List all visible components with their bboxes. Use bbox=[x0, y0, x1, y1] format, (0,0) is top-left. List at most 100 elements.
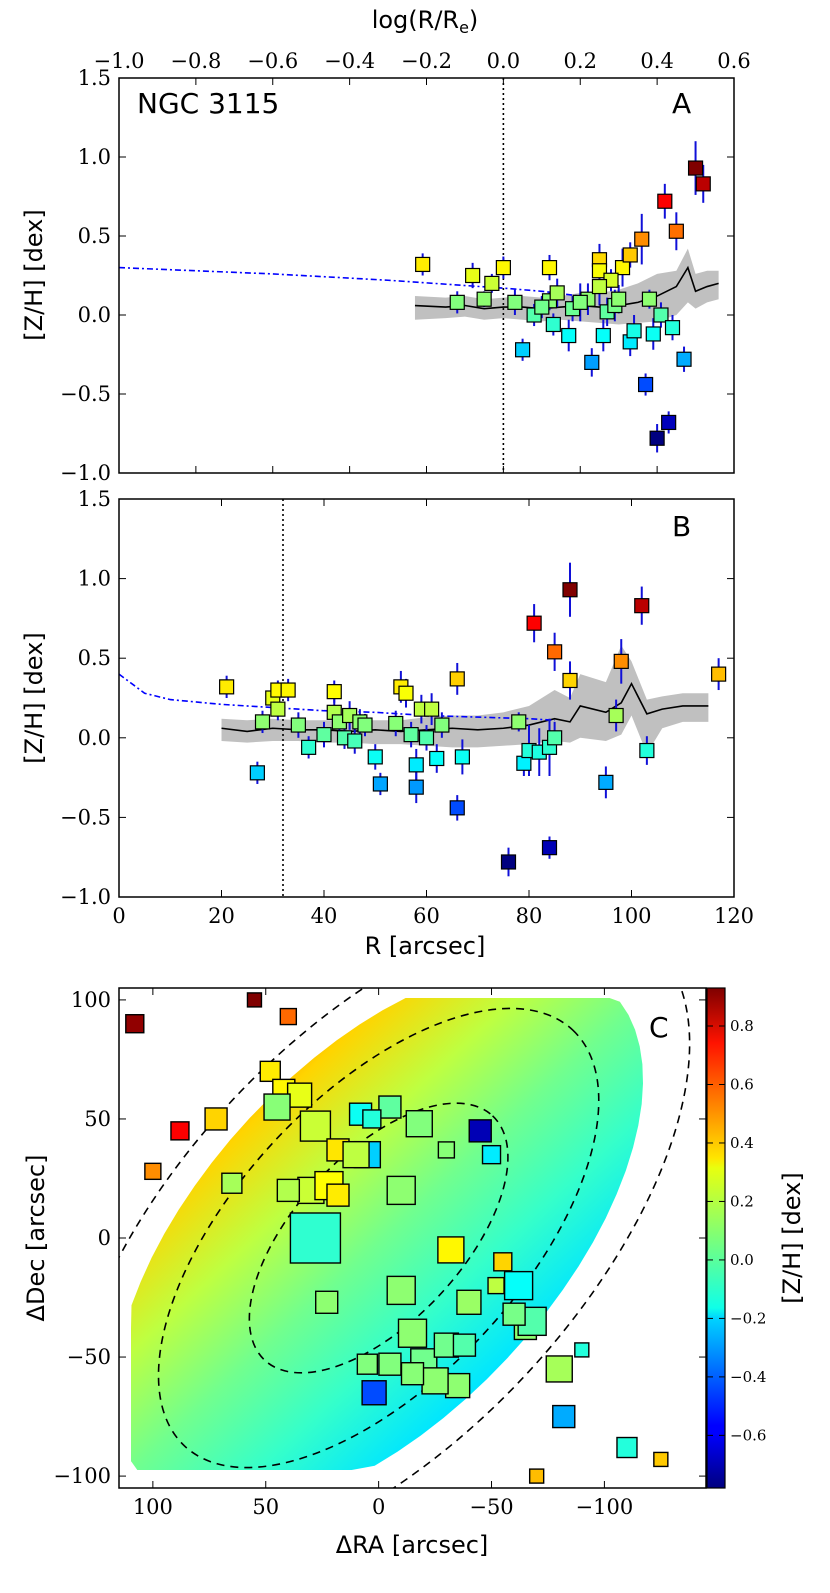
panel-c-data-square bbox=[502, 1302, 526, 1326]
b-data-point bbox=[290, 717, 306, 733]
b-data-point bbox=[408, 757, 424, 773]
panel-c-metallicity-map bbox=[131, 998, 643, 1470]
b-data-point bbox=[613, 653, 629, 669]
panel-c-data-square bbox=[397, 1318, 428, 1348]
b-y-tick-label: 0.0 bbox=[78, 726, 111, 750]
panel-c-y-tick-label: 0 bbox=[98, 1226, 111, 1250]
colorbar-tick-label: −0.6 bbox=[730, 1426, 766, 1444]
top-axis-label-sub: e bbox=[459, 18, 469, 37]
panel-c-data-square bbox=[487, 1276, 505, 1295]
a-data-point bbox=[661, 414, 677, 431]
colorbar-tick-label: 0.8 bbox=[730, 1017, 754, 1035]
a-data-point bbox=[626, 323, 642, 339]
panel-c-data-square bbox=[653, 1451, 669, 1468]
b-data-point bbox=[301, 739, 317, 755]
colorbar-label: [Z/H] [dex] bbox=[778, 1172, 806, 1303]
panel-c-data-square bbox=[299, 1110, 332, 1142]
a-data-point bbox=[676, 351, 692, 367]
a-y-tick-label: 1.5 bbox=[78, 66, 111, 90]
panel-c-data-square bbox=[378, 1352, 402, 1376]
panel-c-x-tick-label: 50 bbox=[252, 1495, 279, 1519]
a-data-point bbox=[634, 231, 650, 247]
a-data-point bbox=[484, 275, 500, 291]
panel-c-data-squares bbox=[125, 992, 669, 1484]
panel-c-data-square bbox=[342, 1140, 370, 1169]
a-data-point bbox=[645, 326, 661, 342]
a-data-point bbox=[611, 291, 627, 307]
b-data-point bbox=[598, 774, 614, 790]
panel-c-data-square bbox=[279, 1007, 298, 1026]
b-data-point bbox=[270, 701, 286, 717]
panel-c-data-square bbox=[574, 1342, 590, 1358]
a-data-point bbox=[549, 285, 565, 301]
b-data-point bbox=[562, 582, 578, 598]
a-data-point bbox=[614, 260, 631, 276]
panel-c-data-square bbox=[362, 1109, 382, 1129]
panel-c-data-square bbox=[356, 1353, 379, 1375]
a-data-point bbox=[653, 307, 669, 323]
b-data-point bbox=[511, 714, 527, 730]
b-x-tick-label: 120 bbox=[714, 904, 754, 928]
panel-c-data-square bbox=[437, 1141, 456, 1159]
panel-c-data-square bbox=[545, 1355, 573, 1383]
b-data-point bbox=[434, 717, 450, 733]
panel-a-label: A bbox=[672, 87, 691, 120]
panel-c-x-tick-label: 0 bbox=[372, 1495, 385, 1519]
panel-c-data-square bbox=[326, 1183, 350, 1207]
panel-c-data-square bbox=[263, 1093, 291, 1121]
b-data-point bbox=[372, 776, 388, 792]
b-data-point bbox=[424, 701, 440, 717]
a-data-point bbox=[657, 193, 673, 209]
panel-c-data-square bbox=[361, 1380, 387, 1406]
panel-c-y-axis-label: ΔDec [arcsec] bbox=[22, 1155, 50, 1322]
a-model-line bbox=[119, 266, 581, 297]
colorbar-tick-label: −0.4 bbox=[730, 1368, 766, 1386]
panel-c-data-square bbox=[125, 1014, 145, 1034]
b-data-point bbox=[249, 765, 265, 781]
b-data-point bbox=[547, 644, 563, 660]
isophote-contour bbox=[157, 1007, 600, 1469]
panel-c-data-square bbox=[315, 1290, 339, 1314]
panel-c-data-square bbox=[616, 1436, 638, 1459]
b-data-point bbox=[367, 749, 383, 765]
b-data-point bbox=[516, 755, 532, 771]
a-data-point bbox=[649, 430, 665, 446]
b-data-point bbox=[541, 840, 558, 856]
a-data-point bbox=[561, 327, 577, 344]
panel-c-data-square bbox=[289, 1212, 342, 1264]
a-data-point bbox=[415, 256, 431, 273]
b-data-point bbox=[280, 682, 296, 698]
b-data-point bbox=[418, 730, 435, 746]
b-median-profile-line bbox=[221, 681, 709, 733]
a-data-point bbox=[595, 327, 611, 344]
panel-b-scatter-band bbox=[221, 645, 709, 754]
panel-c-data-square bbox=[452, 1333, 477, 1357]
b-data-point bbox=[219, 679, 235, 695]
b-data-point bbox=[449, 671, 465, 687]
panel-b-model-curve bbox=[119, 673, 555, 722]
b-band-area bbox=[221, 645, 709, 754]
a-data-point bbox=[541, 260, 558, 276]
panel-c-y-tick-label: −100 bbox=[53, 1464, 111, 1488]
b-x-tick-label: 80 bbox=[516, 904, 543, 928]
b-x-tick-label: 20 bbox=[208, 904, 235, 928]
panel-c-data-square bbox=[405, 1110, 433, 1138]
a-data-point bbox=[534, 299, 550, 315]
a-data-point bbox=[668, 223, 684, 239]
b-data-point bbox=[526, 615, 542, 631]
panel-c-data-square bbox=[503, 1270, 534, 1301]
b-data-point bbox=[547, 730, 563, 746]
panel-a-ticks: −1.0 −0.8 −0.6 −0.4 −0.2 0.0 0.2 0.4 0.6 −1.0 −0.5… bbox=[60, 49, 751, 485]
panel-c-data-square bbox=[528, 1468, 545, 1484]
b-data-point bbox=[357, 717, 373, 733]
a-x-tick-label: −1.0 bbox=[94, 49, 145, 73]
panel-c-y-tick-label: −50 bbox=[67, 1345, 111, 1369]
a-data-point bbox=[641, 291, 658, 307]
panel-c-x-axis-label: ΔRA [arcsec] bbox=[336, 1531, 489, 1559]
panel-c-data-square bbox=[144, 1162, 162, 1181]
panel-c-x-tick-label: −100 bbox=[576, 1495, 634, 1519]
b-data-point bbox=[254, 714, 271, 730]
a-y-tick-label: −1.0 bbox=[60, 461, 111, 485]
panel-c-data-square bbox=[246, 992, 263, 1008]
